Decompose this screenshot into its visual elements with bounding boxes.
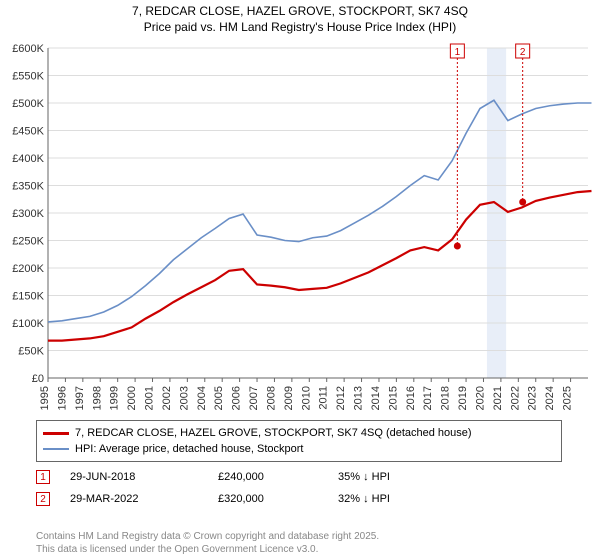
svg-text:2020: 2020 <box>474 386 486 410</box>
svg-text:2013: 2013 <box>353 386 365 410</box>
svg-text:1997: 1997 <box>74 386 86 410</box>
footer-line1: Contains HM Land Registry data © Crown c… <box>36 531 379 544</box>
legend-label: HPI: Average price, detached house, Stoc… <box>75 443 304 455</box>
footer-line2: This data is licensed under the Open Gov… <box>36 544 379 557</box>
svg-text:£300K: £300K <box>12 208 44 220</box>
legend-swatch <box>43 448 69 450</box>
sale-price: £240,000 <box>218 471 338 483</box>
svg-text:2004: 2004 <box>196 386 208 410</box>
legend-swatch <box>43 432 69 435</box>
svg-text:£0: £0 <box>32 373 44 385</box>
sale-marker-icon: 2 <box>36 492 50 506</box>
svg-text:2000: 2000 <box>126 386 138 410</box>
svg-text:£250K: £250K <box>12 236 44 248</box>
svg-text:2017: 2017 <box>422 386 434 410</box>
svg-text:2002: 2002 <box>161 386 173 410</box>
footer-attribution: Contains HM Land Registry data © Crown c… <box>36 531 379 556</box>
svg-text:2007: 2007 <box>248 386 260 410</box>
svg-text:£150K: £150K <box>12 291 44 303</box>
svg-text:1995: 1995 <box>39 386 51 410</box>
svg-text:2005: 2005 <box>213 386 225 410</box>
sale-date: 29-MAR-2022 <box>70 493 218 505</box>
legend-label: 7, REDCAR CLOSE, HAZEL GROVE, STOCKPORT,… <box>75 427 472 439</box>
legend-item: HPI: Average price, detached house, Stoc… <box>43 441 555 457</box>
svg-text:2024: 2024 <box>544 386 556 410</box>
svg-text:2023: 2023 <box>527 386 539 410</box>
svg-text:1996: 1996 <box>56 386 68 410</box>
svg-text:1998: 1998 <box>91 386 103 410</box>
sale-marker-icon: 1 <box>36 470 50 484</box>
svg-text:2001: 2001 <box>144 386 156 410</box>
svg-text:2015: 2015 <box>387 386 399 410</box>
title-line1: 7, REDCAR CLOSE, HAZEL GROVE, STOCKPORT,… <box>0 4 600 20</box>
svg-text:£100K: £100K <box>12 318 44 330</box>
svg-text:£350K: £350K <box>12 181 44 193</box>
svg-text:2011: 2011 <box>318 386 330 410</box>
line-chart: £0 £50K £100K £150K £200K £250K £300K £350K £400… <box>4 42 596 412</box>
svg-text:£450K: £450K <box>12 126 44 138</box>
sale-date: 29-JUN-2018 <box>70 471 218 483</box>
title-line2: Price paid vs. HM Land Registry's House … <box>0 20 600 36</box>
svg-text:2008: 2008 <box>265 386 277 410</box>
svg-text:2022: 2022 <box>509 386 521 410</box>
svg-text:2006: 2006 <box>231 386 243 410</box>
svg-text:2018: 2018 <box>440 386 452 410</box>
svg-text:2012: 2012 <box>335 386 347 410</box>
sale-diff: 32% ↓ HPI <box>338 493 458 505</box>
svg-text:£50K: £50K <box>18 346 44 358</box>
svg-text:2019: 2019 <box>457 386 469 410</box>
svg-text:2: 2 <box>520 47 526 58</box>
svg-text:2009: 2009 <box>283 386 295 410</box>
svg-text:2016: 2016 <box>405 386 417 410</box>
table-row: 2 29-MAR-2022 £320,000 32% ↓ HPI <box>36 488 458 510</box>
svg-text:£600K: £600K <box>12 43 44 55</box>
svg-text:1999: 1999 <box>109 386 121 410</box>
svg-text:£500K: £500K <box>12 98 44 110</box>
svg-text:2010: 2010 <box>300 386 312 410</box>
svg-text:£550K: £550K <box>12 71 44 83</box>
sales-table: 1 29-JUN-2018 £240,000 35% ↓ HPI 2 29-MA… <box>36 466 458 510</box>
svg-text:2003: 2003 <box>178 386 190 410</box>
svg-text:2025: 2025 <box>562 386 574 410</box>
svg-text:£400K: £400K <box>12 153 44 165</box>
sale-price: £320,000 <box>218 493 338 505</box>
legend: 7, REDCAR CLOSE, HAZEL GROVE, STOCKPORT,… <box>36 420 562 462</box>
svg-text:1: 1 <box>455 47 461 58</box>
svg-text:£200K: £200K <box>12 263 44 275</box>
sale-diff: 35% ↓ HPI <box>338 471 458 483</box>
chart-title: 7, REDCAR CLOSE, HAZEL GROVE, STOCKPORT,… <box>0 0 600 35</box>
table-row: 1 29-JUN-2018 £240,000 35% ↓ HPI <box>36 466 458 488</box>
svg-text:2021: 2021 <box>492 386 504 410</box>
legend-item: 7, REDCAR CLOSE, HAZEL GROVE, STOCKPORT,… <box>43 425 555 441</box>
svg-text:2014: 2014 <box>370 386 382 410</box>
chart-area: £0 £50K £100K £150K £200K £250K £300K £350K £400… <box>4 42 596 412</box>
